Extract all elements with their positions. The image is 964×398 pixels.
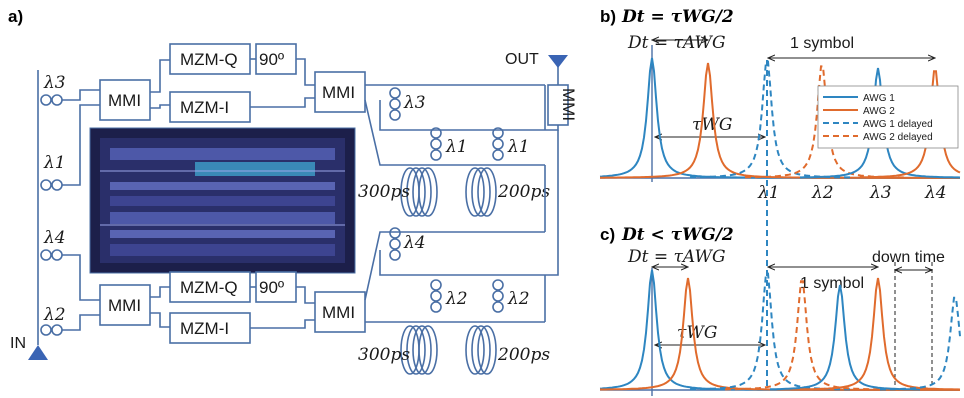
curve-c-awg2-peak2: [800, 277, 961, 391]
panel-a-label: a): [8, 7, 23, 26]
mzm-i-bottom: [169, 312, 251, 344]
panel-c-twg-label: τWG: [677, 323, 717, 343]
mmi-bottom-right: [314, 291, 366, 333]
top-ring-lambda3: λ3: [403, 93, 426, 113]
top-delay-spirals: [400, 167, 497, 217]
legend-awg1: AWG 1: [863, 93, 895, 104]
panel-c-symbol-label: 1 symbol: [800, 275, 864, 292]
panel-b-tick-lambda3: λ3: [869, 183, 892, 203]
bottom-ring-filters: [389, 227, 504, 313]
top-ring-lambda1-b: λ1: [507, 137, 530, 157]
top-delay-200-label: 200ps: [497, 182, 550, 202]
top-delay-300-label: 300ps: [358, 182, 410, 202]
input-ring-filters: [40, 94, 63, 336]
panel-b-symbol-label: 1 symbol: [790, 35, 854, 52]
mmi-top-left-label: MMI: [108, 91, 141, 110]
mzm-q-top-label: MZM-Q: [180, 50, 238, 69]
input-lambda2: λ2: [43, 305, 66, 325]
panel-b-label: b): [600, 7, 616, 26]
bottom-ring-lambda4: λ4: [403, 233, 426, 253]
top-ring-filters: [389, 87, 504, 161]
panel-b-twg-label: τWG: [692, 115, 732, 135]
curve-b-awg1-delayed-peak1: [690, 60, 850, 179]
phase-shifter-bottom-label: 90º: [259, 278, 284, 297]
curve-c-awg2-delayed-peak1: [725, 280, 879, 391]
mmi-bottom-right-label: MMI: [322, 303, 355, 322]
mmi-top-right: [314, 71, 366, 113]
panel-c-plot: [599, 262, 961, 396]
bottom-delay-200-label: 200ps: [497, 345, 550, 365]
top-ring-lambda1-a: λ1: [445, 137, 468, 157]
legend-awg1-delayed: AWG 1 delayed: [863, 119, 933, 130]
input-lambda1: λ1: [43, 153, 66, 173]
phase-shifter-top: [255, 43, 297, 75]
panel-c-dt-label: Dt = τAWG: [627, 247, 726, 267]
input-lambda3: λ3: [43, 73, 66, 93]
curve-c-awg1-delayed-peak2: [879, 296, 961, 391]
curve-c-awg1-peak2: [770, 284, 921, 391]
mzm-i-top-label: MZM-I: [180, 98, 229, 117]
legend-awg2: AWG 2: [863, 106, 895, 117]
panel-b-legend: AWG 1 AWG 2 AWG 1 delayed AWG 2 delayed: [817, 85, 959, 149]
panel-b-dt-label: Dt = τAWG: [627, 33, 726, 53]
mzm-i-bottom-label: MZM-I: [180, 319, 229, 338]
mzm-q-bottom-label: MZM-Q: [180, 278, 238, 297]
panel-b-title: Dt = τWG/2: [621, 7, 734, 27]
mmi-top-left: [99, 79, 151, 121]
phase-shifter-bottom: [255, 271, 297, 303]
mmi-top-right-label: MMI: [322, 83, 355, 102]
input-label: IN: [10, 335, 26, 352]
mmi-bottom-left-label: MMI: [108, 296, 141, 315]
input-coupler-icon: [28, 345, 48, 360]
curve-b-awg1-peak2: [800, 67, 961, 179]
legend-awg2-delayed: AWG 2 delayed: [863, 132, 933, 143]
panel-b-tick-lambda4: λ4: [924, 183, 947, 203]
chip-micrograph: [89, 127, 356, 274]
bottom-ring-lambda2-a: λ2: [445, 289, 468, 309]
panel-b-tick-lambda1: λ1: [757, 183, 780, 203]
mzm-i-top: [169, 91, 251, 123]
input-lambda4: λ4: [43, 228, 66, 248]
bottom-delay-300-label: 300ps: [358, 345, 410, 365]
mmi-bottom-left: [99, 284, 151, 326]
mmi-output-label: MMI: [559, 88, 578, 121]
panel-c-label: c): [600, 225, 615, 244]
output-coupler-icon: [548, 55, 568, 68]
input-bus: [28, 70, 48, 360]
curve-c-awg1-delayed-peak1: [690, 272, 850, 391]
panel-c-downtime-label: down time: [872, 249, 945, 266]
panel-b-tick-lambda2: λ2: [811, 183, 834, 203]
panel-c-title: Dt < τWG/2: [621, 225, 734, 245]
panel-b-plot: [599, 40, 961, 182]
phase-shifter-top-label: 90º: [259, 50, 284, 69]
bottom-ring-lambda2-b: λ2: [507, 289, 530, 309]
bottom-delay-spirals: [400, 325, 497, 375]
output-label: OUT: [505, 51, 539, 68]
